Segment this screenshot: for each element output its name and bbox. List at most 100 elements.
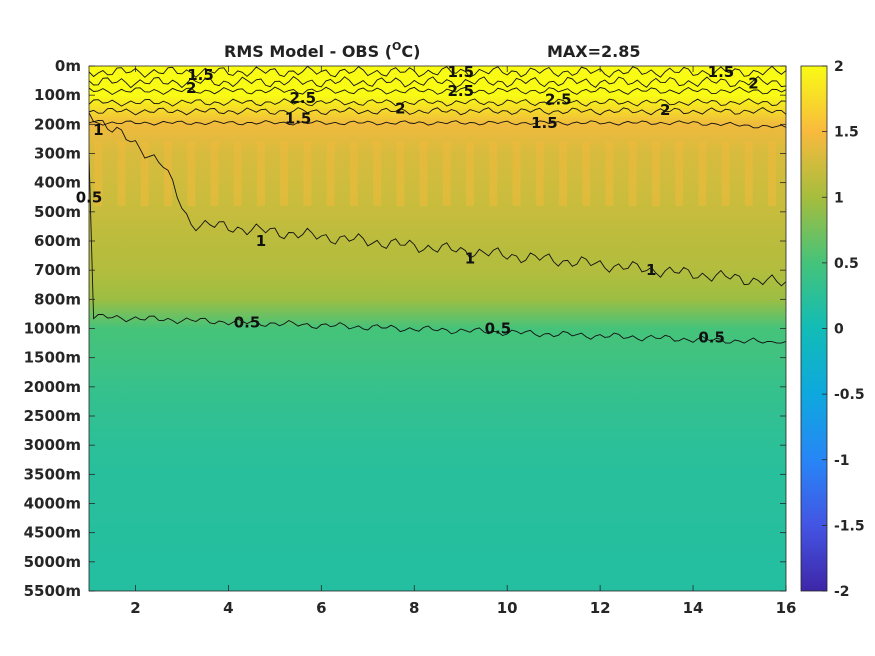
contour-label: 2 [186,79,196,97]
heatmap-cell [675,141,684,206]
heatmap-cell [466,141,475,206]
contour-line-0-5 [89,155,786,344]
colorbar-tick-label: 0.5 [834,256,859,272]
heatmap-cell [768,141,777,206]
y-tick-label: 0m [55,57,81,75]
heatmap-cell [396,141,405,206]
y-tick-label: 5500m [24,582,81,600]
contour-lines [89,66,786,344]
x-tick-label: 4 [223,599,233,617]
heatmap-cell [605,141,614,206]
y-tick-label: 800m [34,290,81,308]
colorbar-tick-label: 1 [834,190,844,206]
contour-label: 1.5 [285,110,312,128]
heatmap-cell [140,141,149,206]
contour-label: 1.5 [708,63,735,81]
heatmap-cell [512,141,521,206]
x-tick-label: 10 [497,599,518,617]
y-tick-label: 2500m [24,407,81,425]
y-tick-label: 3500m [24,465,81,483]
contour-label: 1.5 [187,66,214,84]
colorbar-tick-label: -1.5 [834,518,865,534]
heatmap-cell [349,141,358,206]
contour-label: 0.5 [485,320,512,338]
heatmap-cell [117,141,126,206]
y-tick-label: 1500m [24,349,81,367]
heatmap-cell [280,141,289,206]
heatmap-cell [163,141,172,206]
heatmap-cell [651,141,660,206]
colorbar-tick-label: 2 [834,59,844,75]
contour-label: 0.5 [698,328,725,346]
contour-label: 1 [465,250,475,268]
contour-label: 1 [256,232,266,250]
y-tick-label: 2000m [24,378,81,396]
colorbar-tick-label: -0.5 [834,387,865,403]
contour-label: 1 [93,121,103,139]
contour-label: 1 [646,261,656,279]
heatmap-cell [419,141,428,206]
heatmap-cell [326,141,335,206]
heatmap-cell [582,141,591,206]
heatmap-area [89,66,786,591]
contour-line-1 [89,112,786,287]
heatmap-cell [744,141,753,206]
contour-label: 0.5 [234,314,261,332]
heatmap-cells [94,141,777,206]
heatmap-cell [489,141,498,206]
x-tick-label: 2 [130,599,140,617]
y-tick-label: 500m [34,203,81,221]
heatmap-cell [303,141,312,206]
y-tick-label: 1000m [24,320,81,338]
contour-line-2 [89,75,786,89]
heatmap-field [89,66,786,591]
heatmap-cell [558,141,567,206]
contour-label: 2.5 [447,82,474,100]
y-tick-label: 300m [34,145,81,163]
colorbar-tick-label: 1.5 [834,125,859,141]
colorbar-ticks: 2 1.5 1 0.5 0 -0.5 -1 -1.5 -2 [822,59,865,600]
y-tick-label: 600m [34,232,81,250]
x-tick-label: 12 [590,599,611,617]
x-tick-label: 6 [316,599,326,617]
max-label: MAX=2.85 [547,42,641,61]
heatmap-cell [442,141,451,206]
contour-label: 1.5 [531,114,558,132]
contour-line-1-5 [89,120,786,129]
x-tick-label: 8 [409,599,419,617]
heatmap-cell [535,141,544,206]
y-tick-label: 3000m [24,436,81,454]
heatmap-cell [628,141,637,206]
y-tick-label: 5000m [24,553,81,571]
contour-label: 2 [395,99,405,117]
colorbar-tick-label: -2 [834,584,850,600]
colorbar-tick-label: 0 [834,322,844,338]
contour-label: 2 [660,101,670,119]
y-tick-label: 4500m [24,524,81,542]
colorbar-tick-label: -1 [834,453,850,469]
heatmap-cell [373,141,382,206]
x-tick-label: 14 [683,599,704,617]
x-tick-label: 16 [776,599,797,617]
contour-label: 2.5 [545,91,572,109]
contour-label: 1.5 [447,63,474,81]
y-tick-label: 100m [34,86,81,104]
x-axis: 2 4 6 8 10 12 14 16 [130,66,796,617]
contour-line-2 [89,106,786,116]
heatmap-cell [210,141,219,206]
y-tick-label: 4000m [24,495,81,513]
chart-title: RMS Model - OBS (OC) [224,40,420,61]
heatmap-cell [233,141,242,206]
contour-line-2-5 [89,86,786,96]
heatmap-cell [256,141,265,206]
contour-line-1-5 [89,66,786,78]
contour-label: 0.5 [76,188,103,206]
contour-label: 2 [748,75,758,93]
contour-line-2-5 [89,98,786,107]
heatmap-cell [698,141,707,206]
y-axis: 0m 100m 200m 300m 400m 500m 600m 700m 800m 1000m 1… [24,57,786,600]
y-tick-label: 200m [34,115,81,133]
heatmap-cell [721,141,730,206]
